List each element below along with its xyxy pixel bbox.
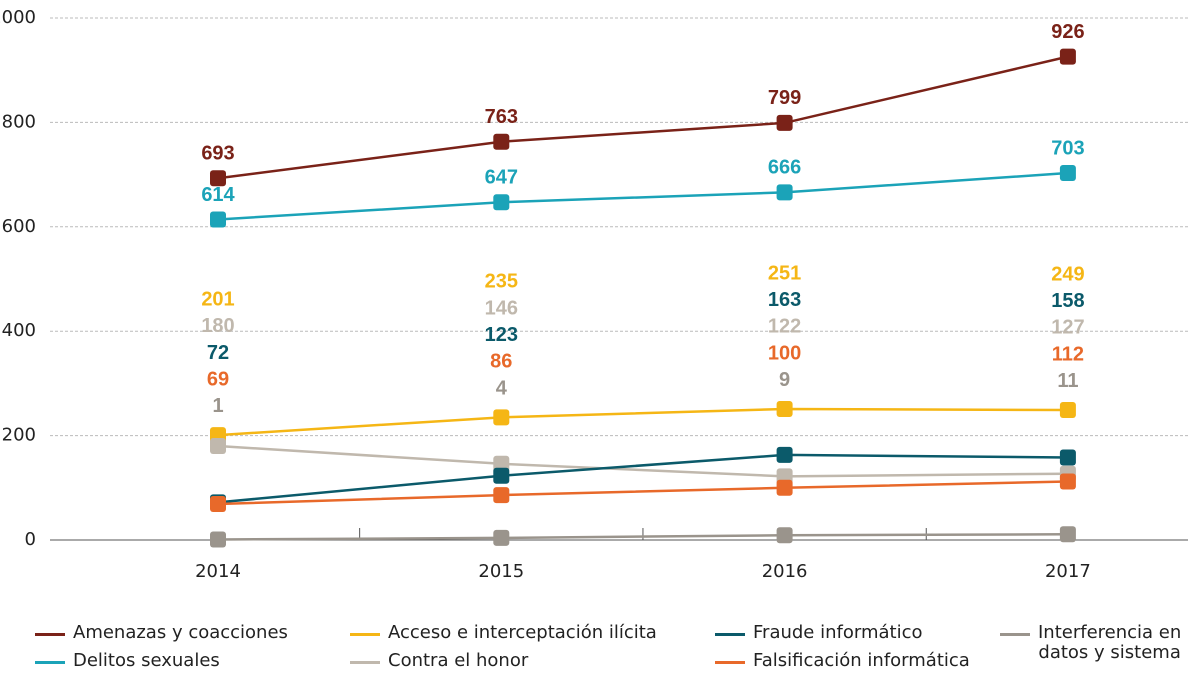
point-marker (1059, 165, 1076, 182)
point-marker (210, 211, 226, 228)
legend-label: Acceso e interceptación ilícita (388, 622, 657, 643)
data-label: 69 (207, 368, 229, 390)
data-label: 1 (212, 395, 223, 417)
data-label: 614 (201, 184, 235, 206)
data-label: 666 (768, 157, 801, 179)
y-tick-label: 200 (2, 425, 36, 446)
legend-swatch (35, 633, 65, 636)
data-label: 647 (485, 167, 518, 189)
legend-label: Interferencia en datos y sistema (1038, 622, 1182, 663)
series-line (217, 55, 1069, 180)
data-label: 123 (485, 324, 518, 346)
data-label: 100 (768, 342, 801, 364)
point-marker (776, 527, 793, 544)
data-label: 72 (207, 342, 229, 364)
point-marker (493, 194, 510, 211)
series-line (217, 407, 1068, 437)
legend-label: Amenazas y coacciones (73, 622, 288, 643)
series-line (217, 480, 1068, 506)
data-label: 201 (201, 288, 234, 310)
point-marker (493, 455, 510, 472)
legend-swatch (1000, 633, 1030, 636)
point-marker (1059, 473, 1076, 490)
data-label: 86 (490, 351, 512, 373)
data-label: 235 (485, 271, 518, 293)
data-label: 146 (485, 297, 518, 319)
legend-swatch (715, 661, 745, 664)
y-tick-label: 600 (2, 216, 36, 237)
data-label: 158 (1051, 290, 1084, 312)
point-marker (1059, 449, 1076, 466)
point-marker (493, 133, 510, 150)
legend-swatch (35, 661, 65, 664)
series-line (217, 171, 1068, 221)
point-marker (493, 529, 510, 546)
point-marker (210, 170, 226, 187)
data-label: 163 (768, 289, 801, 311)
point-marker (776, 114, 793, 131)
series-line (217, 453, 1068, 504)
legend-label: Falsificación informática (753, 650, 970, 671)
y-tick-label: 800 (2, 111, 36, 132)
x-tick-label: 2014 (195, 561, 241, 582)
point-marker (1059, 402, 1076, 419)
data-label: 251 (768, 262, 801, 284)
x-tick-label: 2015 (478, 561, 524, 582)
data-label: 249 (1051, 263, 1084, 285)
legend-swatch (350, 661, 380, 664)
data-label: 180 (201, 315, 234, 337)
point-marker (776, 479, 793, 496)
point-marker (210, 495, 226, 512)
point-marker (493, 409, 510, 426)
point-marker (776, 400, 793, 417)
data-label: 693 (201, 143, 234, 165)
data-label: 127 (1051, 317, 1084, 339)
y-tick-label: 0 (25, 529, 36, 550)
point-marker (776, 184, 793, 201)
point-marker (210, 531, 226, 548)
data-label: 112 (1052, 343, 1084, 365)
data-label: 4 (496, 377, 508, 399)
point-marker (1059, 48, 1076, 65)
data-label: 926 (1051, 21, 1084, 43)
legend-label: Delitos sexuales (73, 650, 220, 671)
point-marker (1059, 526, 1076, 543)
legend-label: Fraude informático (753, 622, 923, 643)
point-marker (493, 467, 510, 484)
data-label: 11 (1057, 370, 1078, 392)
series-line (217, 444, 1068, 478)
x-tick-label: 2017 (1045, 561, 1091, 582)
legend-label: Contra el honor (388, 650, 529, 671)
point-marker (493, 487, 510, 504)
data-label: 9 (779, 369, 790, 391)
legend-swatch (350, 633, 380, 636)
y-tick-label: 400 (2, 320, 36, 341)
point-marker (776, 446, 793, 463)
x-tick-label: 2016 (762, 561, 808, 582)
y-tick-label: 1000 (0, 7, 36, 28)
series-line (217, 533, 1068, 541)
data-label: 122 (768, 316, 801, 338)
point-marker (210, 438, 226, 455)
data-label: 763 (485, 106, 518, 128)
data-label: 799 (768, 87, 801, 109)
legend-swatch (715, 633, 745, 636)
data-label: 703 (1051, 137, 1084, 159)
